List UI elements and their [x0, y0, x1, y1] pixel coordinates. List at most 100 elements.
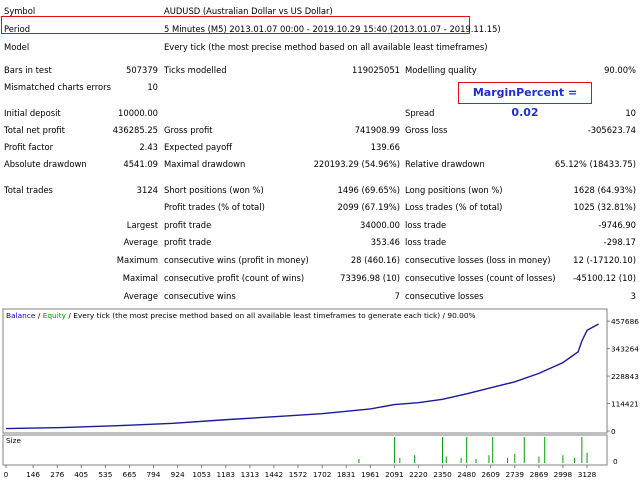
quality-value: 90.00%	[604, 65, 636, 75]
ptrades-value: 2099 (67.19%)	[337, 202, 400, 212]
maximal-label: Maximal	[122, 273, 158, 283]
symbol-label: Symbol	[4, 6, 36, 16]
y-tick-label: 457686	[611, 317, 639, 326]
x-tick-label: 2998	[554, 470, 573, 479]
x-tick-label: 1961	[361, 470, 380, 479]
grossloss-label: Gross loss	[405, 125, 448, 135]
quality-label: Modelling quality	[405, 65, 477, 75]
x-tick-label: 1442	[265, 470, 284, 479]
largest-loss-label: loss trade	[405, 220, 447, 230]
netprofit-value: 436285.25	[112, 125, 158, 135]
max-cons-wins-value: 28 (460.16)	[350, 255, 400, 265]
size-label: Size	[6, 436, 21, 445]
reldd-value: 65.12% (18433.75)	[554, 159, 636, 169]
balance-chart: 457686 343264 228843 114421 0 0 146 276 405 535 6…	[2, 308, 639, 479]
ltrades-value: 1025 (32.81%)	[573, 202, 636, 212]
average2-label: Average	[123, 291, 158, 301]
ltrades-label: Loss trades (% of total)	[405, 202, 503, 212]
model-label: Model	[4, 42, 30, 52]
x-tick-label: 276	[50, 470, 64, 479]
caption-rest: / Every tick (the most precise method ba…	[66, 311, 476, 320]
mismatch-value: 10	[147, 82, 158, 92]
average-label: Average	[123, 237, 158, 247]
x-tick-label: 924	[171, 470, 185, 479]
x-tick-label: 2091	[385, 470, 404, 479]
model-value: Every tick (the most precise method base…	[164, 42, 488, 52]
reldd-label: Relative drawdown	[405, 159, 485, 169]
maxdd-label: Maximal drawdown	[164, 159, 246, 169]
x-tick-label: 146	[26, 470, 40, 479]
average-profit-value: 353.46	[370, 237, 400, 247]
y-tick-label: 343264	[611, 345, 639, 354]
pf-label: Profit factor	[4, 142, 54, 152]
size-zero-label: 0	[613, 457, 618, 466]
x-tick-label: 1702	[313, 470, 332, 479]
grossprofit-value: 741908.99	[354, 125, 400, 135]
maximal-cons-profit-label: consecutive profit (count of wins)	[164, 273, 305, 283]
avg-cons-wins-label: consecutive wins	[164, 291, 236, 301]
netprofit-label: Total net profit	[4, 125, 65, 135]
period-value: 5 Minutes (M5) 2013.01.07 00:00 - 2019.1…	[164, 24, 501, 34]
x-tick-label: 2350	[433, 470, 452, 479]
short-label: Short positions (won %)	[164, 185, 264, 195]
x-tick-label: 1053	[192, 470, 211, 479]
maximal-cons-losses-value: -45100.12 (10)	[573, 273, 636, 283]
x-tick-label: 1831	[337, 470, 356, 479]
size-plot-frame	[2, 434, 608, 466]
x-tick-label: 2869	[530, 470, 549, 479]
ticks-value: 119025051	[352, 65, 400, 75]
caption-equity: Equity	[42, 311, 67, 320]
x-tick-label: 0	[4, 470, 9, 479]
long-label: Long positions (won %)	[405, 185, 503, 195]
ep-value: 139.66	[370, 142, 400, 152]
x-tick-label: 2480	[457, 470, 476, 479]
x-tick-label: 1313	[241, 470, 260, 479]
deposit-value: 10000.00	[118, 108, 158, 118]
y-tick-label: 228843	[611, 372, 639, 381]
x-tick-label: 3128	[578, 470, 597, 479]
deposit-label: Initial deposit	[4, 108, 61, 118]
largest-loss-value: -9746.90	[598, 220, 636, 230]
x-tick-label: 535	[98, 470, 112, 479]
period-label: Period	[4, 24, 31, 34]
x-tick-label: 1183	[216, 470, 235, 479]
x-tick-label: 405	[74, 470, 88, 479]
balance-line	[5, 323, 599, 430]
average-profit-label: profit trade	[164, 237, 212, 247]
symbol-value: AUDUSD (Australian Dollar vs US Dollar)	[164, 6, 333, 16]
trades-value: 3124	[136, 185, 158, 195]
pf-value: 2.43	[139, 142, 158, 152]
ptrades-label: Profit trades (% of total)	[164, 202, 265, 212]
x-tick-label: 2739	[506, 470, 525, 479]
average-loss-label: loss trade	[405, 237, 447, 247]
period-highlight-box	[1, 16, 470, 34]
spread-value: 10	[625, 108, 636, 118]
main-plot-frame	[2, 308, 608, 434]
x-tick-label: 794	[147, 470, 161, 479]
largest-label: Largest	[126, 220, 158, 230]
caption-sep: /	[35, 311, 43, 320]
bars-value: 507379	[126, 65, 158, 75]
x-tick-label: 665	[123, 470, 137, 479]
grossloss-value: -305623.74	[587, 125, 636, 135]
mismatch-label: Mismatched charts errors	[4, 82, 111, 92]
y-tick-label: 114421	[611, 400, 639, 409]
absdd-value: 4541.09	[123, 159, 158, 169]
ticks-label: Ticks modelled	[164, 65, 227, 75]
spread-label: Spread	[405, 108, 435, 118]
maximum-label: Maximum	[116, 255, 158, 265]
long-value: 1628 (64.93%)	[573, 185, 636, 195]
largest-profit-label: profit trade	[164, 220, 212, 230]
max-cons-wins-label: consecutive wins (profit in money)	[164, 255, 309, 265]
absdd-label: Absolute drawdown	[4, 159, 87, 169]
maximal-cons-profit-value: 73396.98 (10)	[340, 273, 400, 283]
average-loss-value: -298.17	[603, 237, 636, 247]
avg-cons-wins-value: 7	[394, 291, 400, 301]
trades-label: Total trades	[4, 185, 53, 195]
grossprofit-label: Gross profit	[164, 125, 213, 135]
margin-percent-note: MarginPercent = 0.02	[458, 82, 592, 119]
caption-balance: Balance	[6, 311, 36, 320]
bars-label: Bars in test	[4, 65, 52, 75]
maxdd-value: 220193.29 (54.96%)	[313, 159, 400, 169]
short-value: 1496 (69.65%)	[337, 185, 400, 195]
